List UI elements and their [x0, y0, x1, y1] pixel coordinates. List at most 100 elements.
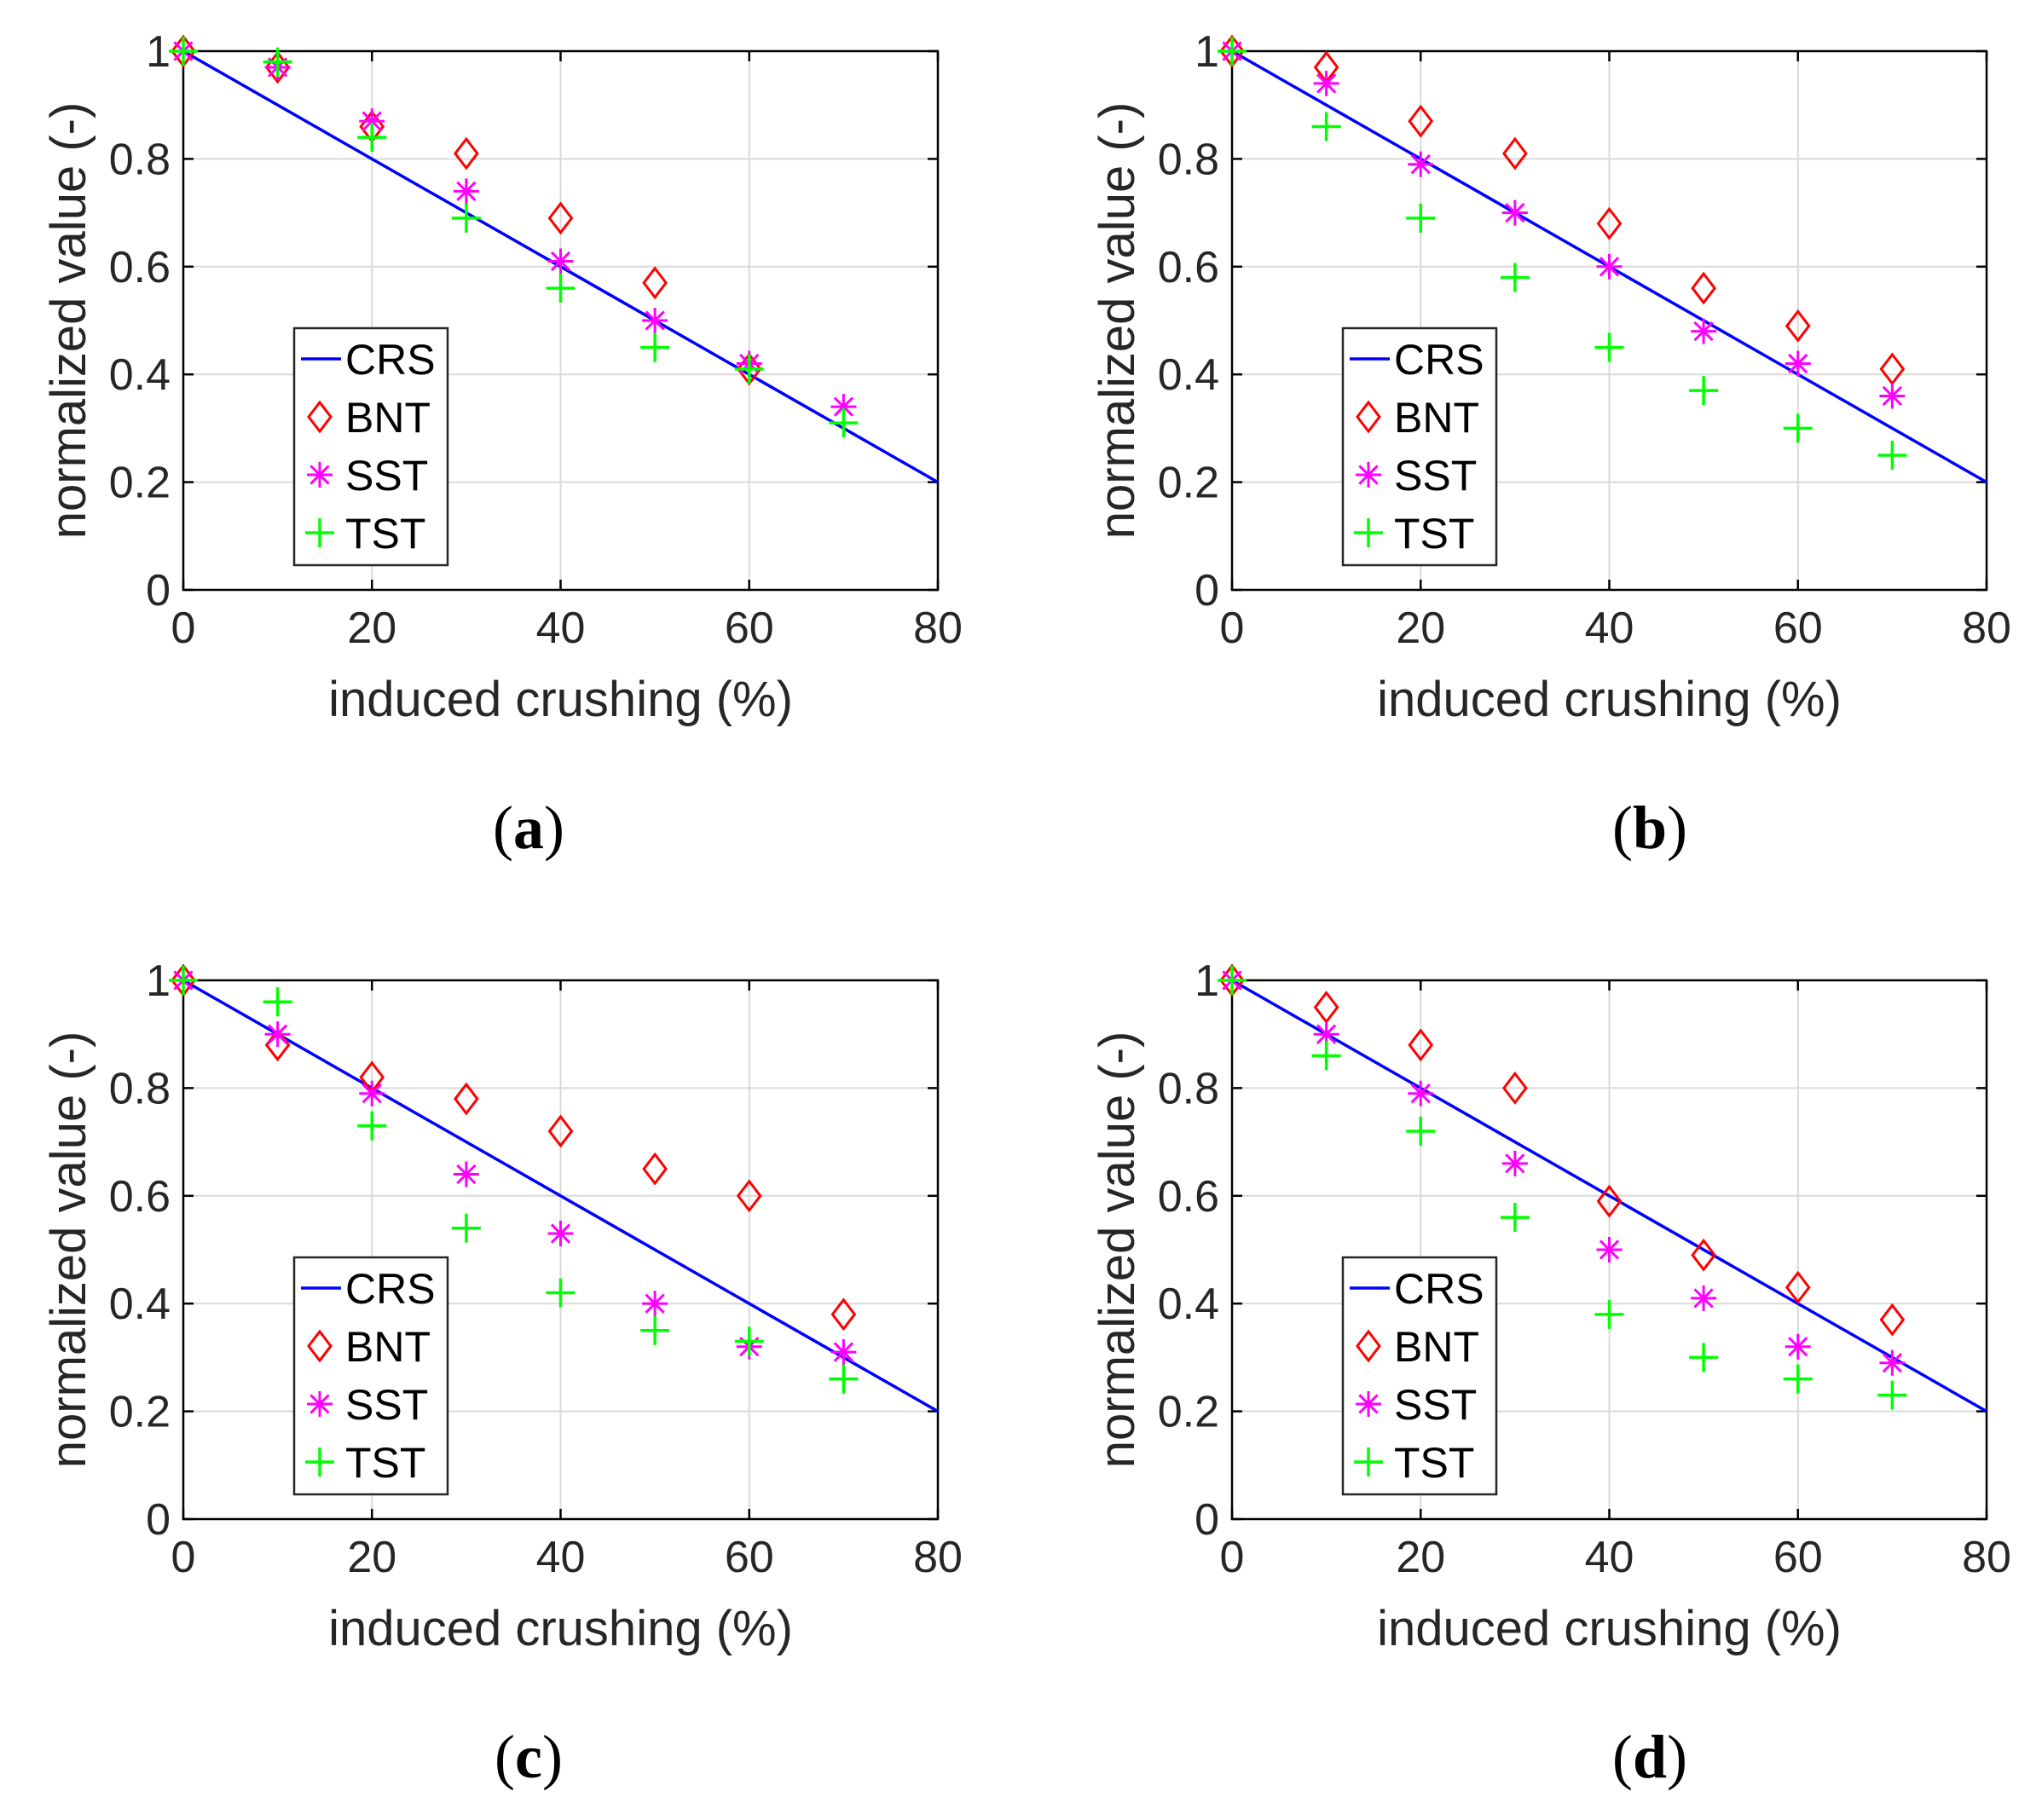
- point-bnt: [1691, 271, 1717, 305]
- point-sst: [1313, 70, 1339, 96]
- point-sst: [1785, 1333, 1811, 1360]
- x-axis-label: induced crushing (%): [1377, 672, 1842, 727]
- point-tst: [1877, 1380, 1907, 1410]
- point-bnt: [1501, 136, 1528, 170]
- series-tst: [1218, 966, 1907, 1410]
- y-tick-label: 0: [146, 1495, 171, 1545]
- y-axis-label: normalized value (-): [1090, 102, 1145, 540]
- point-sst: [1501, 199, 1528, 226]
- legend-item-tst: TST: [305, 510, 425, 558]
- point-tst: [546, 274, 576, 303]
- x-tick-label: 40: [1585, 604, 1634, 653]
- point-bnt: [1596, 206, 1623, 240]
- point-sst-stroke: [1599, 257, 1620, 277]
- point-sst-stroke: [267, 1024, 288, 1044]
- subplot-b: 0 20 40 60 80 0 0.2 0.4 0.6 0.8 1 induced crushing …: [1049, 0, 2042, 862]
- point-sst: [1501, 1150, 1528, 1176]
- point-bnt: [453, 1082, 479, 1116]
- legend-item-tst-marker: [1354, 518, 1383, 547]
- point-sst: [1691, 1285, 1717, 1311]
- legend-item-bnt: BNT: [1356, 1323, 1479, 1371]
- legend-item-sst-marker: [1356, 462, 1381, 488]
- point-sst-stroke: [645, 1293, 665, 1314]
- x-tick-label: 60: [725, 604, 774, 653]
- y-tick-label: 0.6: [109, 1172, 171, 1222]
- legend-item-sst-label: SST: [1394, 1381, 1477, 1429]
- y-tick-label: 0.6: [1158, 1172, 1219, 1222]
- point-bnt: [642, 266, 668, 300]
- legend-item-sst-marker-stroke: [309, 1394, 330, 1414]
- point-tst: [1406, 203, 1436, 233]
- y-tick-label: 0: [1195, 1495, 1219, 1545]
- panel-label-a: (a): [493, 794, 564, 862]
- legend-item-crs: CRS: [1350, 336, 1484, 384]
- legend-item-crs-label: CRS: [1394, 336, 1484, 384]
- y-tick-label: 1: [146, 27, 171, 77]
- point-bnt: [1501, 1071, 1528, 1105]
- series-crs: [182, 979, 939, 1413]
- point-tst: [451, 1213, 481, 1243]
- point-sst-stroke: [1693, 321, 1714, 342]
- series-tst: [169, 37, 859, 438]
- point-bnt: [453, 136, 479, 170]
- legend-item-sst-label: SST: [345, 452, 428, 500]
- legend-item-bnt-label: BNT: [1394, 1323, 1479, 1371]
- legend-item-bnt: BNT: [1356, 394, 1479, 442]
- legend-item-sst-marker: [1356, 1391, 1381, 1417]
- legend-item-sst: SST: [1356, 452, 1477, 500]
- legend-item-bnt-marker: [307, 1329, 333, 1363]
- legend: CRS BNT SST TST: [292, 326, 449, 567]
- point-sst: [453, 1161, 479, 1187]
- point-tst: [263, 987, 292, 1017]
- legend-item-sst-label: SST: [345, 1381, 428, 1429]
- point-bnt: [1691, 1238, 1717, 1272]
- y-tick-label: 0.6: [1158, 243, 1219, 292]
- point-sst: [1596, 253, 1623, 280]
- x-tick-label: 80: [913, 1533, 963, 1582]
- point-tst: [169, 37, 198, 66]
- legend-item-crs-label: CRS: [345, 336, 436, 384]
- point-sst-stroke: [1599, 1239, 1620, 1260]
- y-tick-label: 0.8: [1158, 135, 1219, 184]
- x-tick-label: 80: [1962, 1533, 2011, 1582]
- point-tst: [1500, 263, 1530, 292]
- point-sst-stroke: [1693, 1288, 1714, 1309]
- point-tst: [1594, 1299, 1624, 1329]
- x-tick-label: 0: [1220, 604, 1245, 653]
- tick-marks: [1230, 49, 1988, 592]
- y-axis-label: normalized value (-): [41, 102, 96, 540]
- point-sst-stroke: [833, 1342, 854, 1362]
- point-bnt: [1879, 1303, 1906, 1337]
- y-tick-label: 0.4: [1158, 1280, 1219, 1329]
- series-bnt: [171, 963, 857, 1332]
- legend-item-bnt-label: BNT: [345, 394, 431, 442]
- point-tst: [1783, 413, 1813, 443]
- legend-item-sst: SST: [307, 452, 428, 500]
- legend-item-bnt-marker: [307, 400, 333, 434]
- point-tst: [357, 123, 387, 153]
- point-tst: [1311, 1041, 1341, 1071]
- legend-item-tst: TST: [1354, 1439, 1474, 1487]
- point-tst: [1218, 966, 1247, 995]
- point-tst: [1500, 1203, 1530, 1233]
- point-tst: [640, 332, 670, 362]
- point-sst-stroke: [645, 310, 665, 331]
- chart-c: 0 20 40 60 80 0 0.2 0.4 0.6 0.8 1 induced crushing …: [41, 956, 963, 1656]
- legend-item-crs-label: CRS: [1394, 1265, 1484, 1313]
- point-tst: [357, 1111, 387, 1141]
- x-tick-label: 40: [536, 604, 586, 653]
- x-axis-label: induced crushing (%): [328, 672, 793, 727]
- y-tick-label: 0.2: [109, 459, 171, 508]
- point-sst-stroke: [1882, 1353, 1903, 1373]
- point-tst: [1783, 1364, 1813, 1394]
- panel-label-d: (d): [1611, 1723, 1687, 1791]
- x-tick-label: 40: [536, 1533, 586, 1582]
- y-tick-label: 1: [1195, 956, 1219, 1006]
- point-bnt: [1785, 309, 1811, 343]
- point-sst-stroke: [362, 1083, 382, 1104]
- x-axis-label: induced crushing (%): [1377, 1601, 1842, 1656]
- subplot-a: 0 20 40 60 80 0 0.2 0.4 0.6 0.8 1 induced crushing …: [0, 0, 993, 862]
- series-sst: [1219, 38, 1906, 409]
- point-sst-stroke: [1882, 385, 1903, 407]
- point-tst: [263, 47, 292, 77]
